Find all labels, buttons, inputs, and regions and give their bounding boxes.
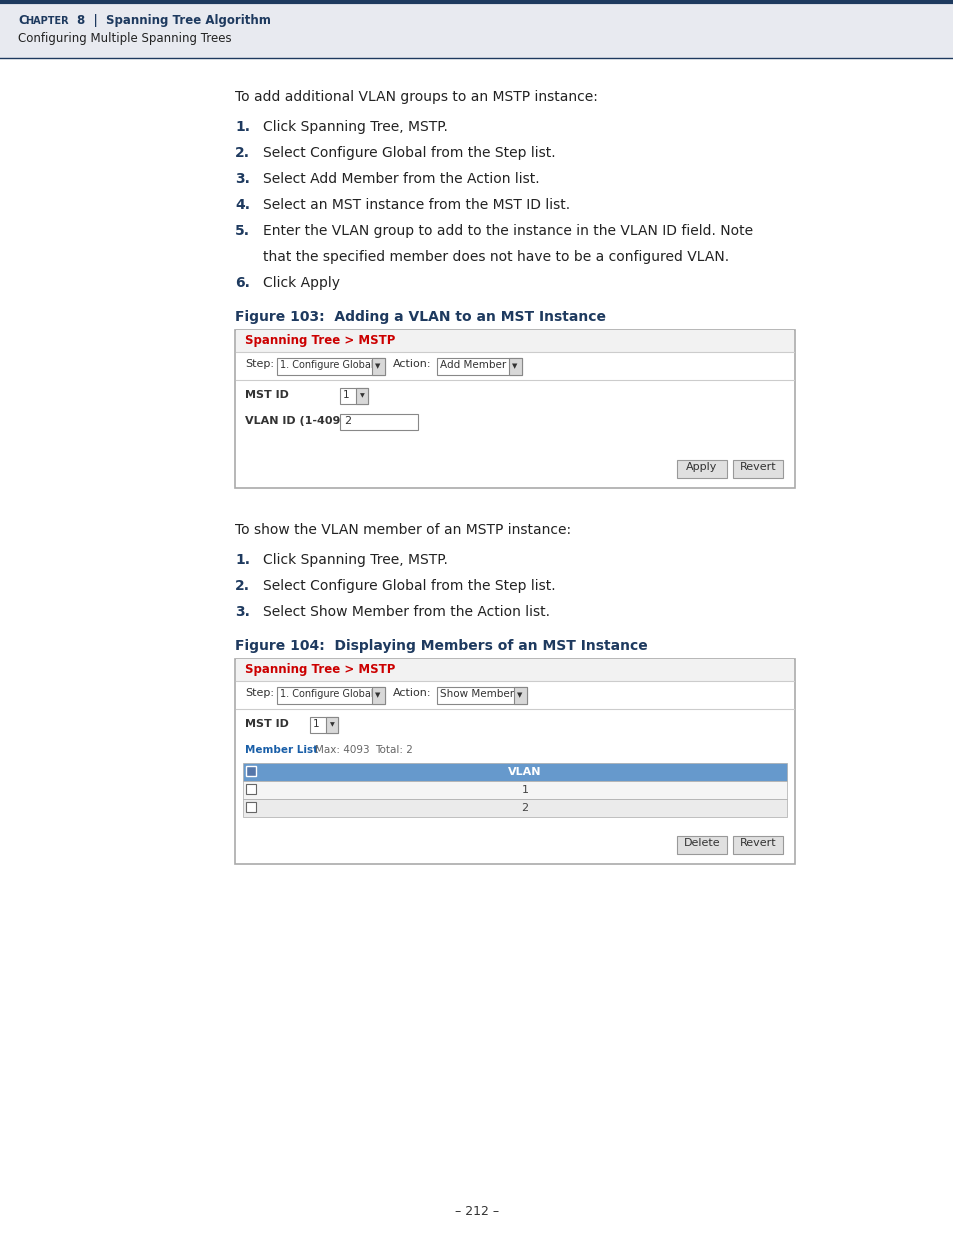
Text: 1: 1 (313, 719, 319, 729)
Text: 4.: 4. (234, 198, 250, 212)
Text: Spanning Tree > MSTP: Spanning Tree > MSTP (245, 663, 395, 676)
Bar (246, 802, 255, 811)
Text: To add additional VLAN groups to an MSTP instance:: To add additional VLAN groups to an MSTP… (234, 90, 598, 104)
Text: MST ID: MST ID (245, 719, 289, 729)
Text: Action:: Action: (393, 359, 431, 369)
Text: VLAN: VLAN (508, 767, 541, 777)
Text: Spanning Tree > MSTP: Spanning Tree > MSTP (245, 333, 395, 347)
Text: 2.: 2. (234, 579, 250, 593)
Text: Click Apply: Click Apply (263, 275, 339, 290)
Bar (372, 358, 385, 375)
Text: Member List: Member List (245, 745, 317, 755)
Bar (677, 459, 726, 478)
Text: Add Member: Add Member (439, 359, 506, 370)
Text: C: C (18, 14, 27, 27)
Text: 8  |  Spanning Tree Algorithm: 8 | Spanning Tree Algorithm (77, 14, 271, 27)
Text: Select an MST instance from the MST ID list.: Select an MST instance from the MST ID l… (263, 198, 570, 212)
Bar (235, 330, 793, 352)
Text: Figure 103:  Adding a VLAN to an MST Instance: Figure 103: Adding a VLAN to an MST Inst… (234, 310, 605, 324)
Text: ▼: ▼ (359, 394, 364, 399)
Text: Click Spanning Tree, MSTP.: Click Spanning Tree, MSTP. (263, 553, 447, 567)
Text: ▼: ▼ (330, 722, 334, 727)
Bar (372, 687, 385, 704)
Text: Apply: Apply (685, 462, 717, 472)
Text: Step:: Step: (245, 688, 274, 698)
Bar (246, 784, 255, 794)
Text: 3.: 3. (234, 172, 250, 186)
Text: 1. Configure Global: 1. Configure Global (280, 359, 374, 370)
Bar (243, 781, 786, 799)
Text: Select Configure Global from the Step list.: Select Configure Global from the Step li… (263, 146, 555, 161)
Bar (310, 718, 337, 734)
Text: 3.: 3. (234, 605, 250, 619)
Bar (339, 414, 417, 430)
Text: Step:: Step: (245, 359, 274, 369)
Text: Select Configure Global from the Step list.: Select Configure Global from the Step li… (263, 579, 555, 593)
Bar (276, 687, 385, 704)
Bar (514, 687, 526, 704)
Text: 1. Configure Global: 1. Configure Global (280, 689, 374, 699)
Text: 1: 1 (343, 390, 349, 400)
Text: Select Show Member from the Action list.: Select Show Member from the Action list. (263, 605, 550, 619)
Text: Enter the VLAN group to add to the instance in the VLAN ID field. Note: Enter the VLAN group to add to the insta… (263, 224, 752, 238)
Text: ▼: ▼ (512, 363, 517, 369)
Text: Total: 2: Total: 2 (375, 745, 413, 755)
Bar (677, 836, 726, 853)
Text: ▼: ▼ (375, 363, 380, 369)
Text: 1.: 1. (234, 553, 250, 567)
Bar (326, 718, 337, 734)
Text: 2: 2 (521, 803, 528, 813)
Text: Delete: Delete (683, 839, 720, 848)
Bar (732, 836, 782, 853)
Bar (436, 687, 526, 704)
Bar (243, 763, 786, 781)
Text: 2: 2 (344, 416, 351, 426)
Bar (732, 459, 782, 478)
Bar (246, 766, 255, 776)
Text: 1: 1 (521, 785, 528, 795)
Text: Revert: Revert (739, 462, 776, 472)
Text: Configuring Multiple Spanning Trees: Configuring Multiple Spanning Trees (18, 32, 232, 44)
Text: HAPTER: HAPTER (25, 16, 69, 26)
Text: that the specified member does not have to be a configured VLAN.: that the specified member does not have … (263, 249, 728, 264)
Text: ▼: ▼ (375, 693, 380, 699)
Text: ▼: ▼ (517, 693, 522, 699)
Text: 2.: 2. (234, 146, 250, 161)
Text: Select Add Member from the Action list.: Select Add Member from the Action list. (263, 172, 539, 186)
Text: Revert: Revert (739, 839, 776, 848)
Text: Action:: Action: (393, 688, 431, 698)
Bar (243, 799, 786, 818)
Text: – 212 –: – 212 – (455, 1205, 498, 1218)
Bar (339, 388, 368, 404)
Text: Click Spanning Tree, MSTP.: Click Spanning Tree, MSTP. (263, 120, 447, 135)
Bar (509, 358, 521, 375)
Text: 5.: 5. (234, 224, 250, 238)
Bar (234, 330, 794, 488)
Bar (276, 358, 385, 375)
Bar (355, 388, 368, 404)
Bar (235, 659, 793, 680)
Text: Show Member: Show Member (439, 689, 514, 699)
Text: Figure 104:  Displaying Members of an MST Instance: Figure 104: Displaying Members of an MST… (234, 638, 647, 653)
Bar (0, 0, 953, 58)
Text: 1.: 1. (234, 120, 250, 135)
Text: MST ID: MST ID (245, 390, 289, 400)
Bar (436, 358, 521, 375)
Text: VLAN ID (1-4093): VLAN ID (1-4093) (245, 416, 353, 426)
Text: 6.: 6. (234, 275, 250, 290)
Text: To show the VLAN member of an MSTP instance:: To show the VLAN member of an MSTP insta… (234, 522, 571, 537)
Bar (234, 659, 794, 864)
Text: Max: 4093: Max: 4093 (314, 745, 369, 755)
